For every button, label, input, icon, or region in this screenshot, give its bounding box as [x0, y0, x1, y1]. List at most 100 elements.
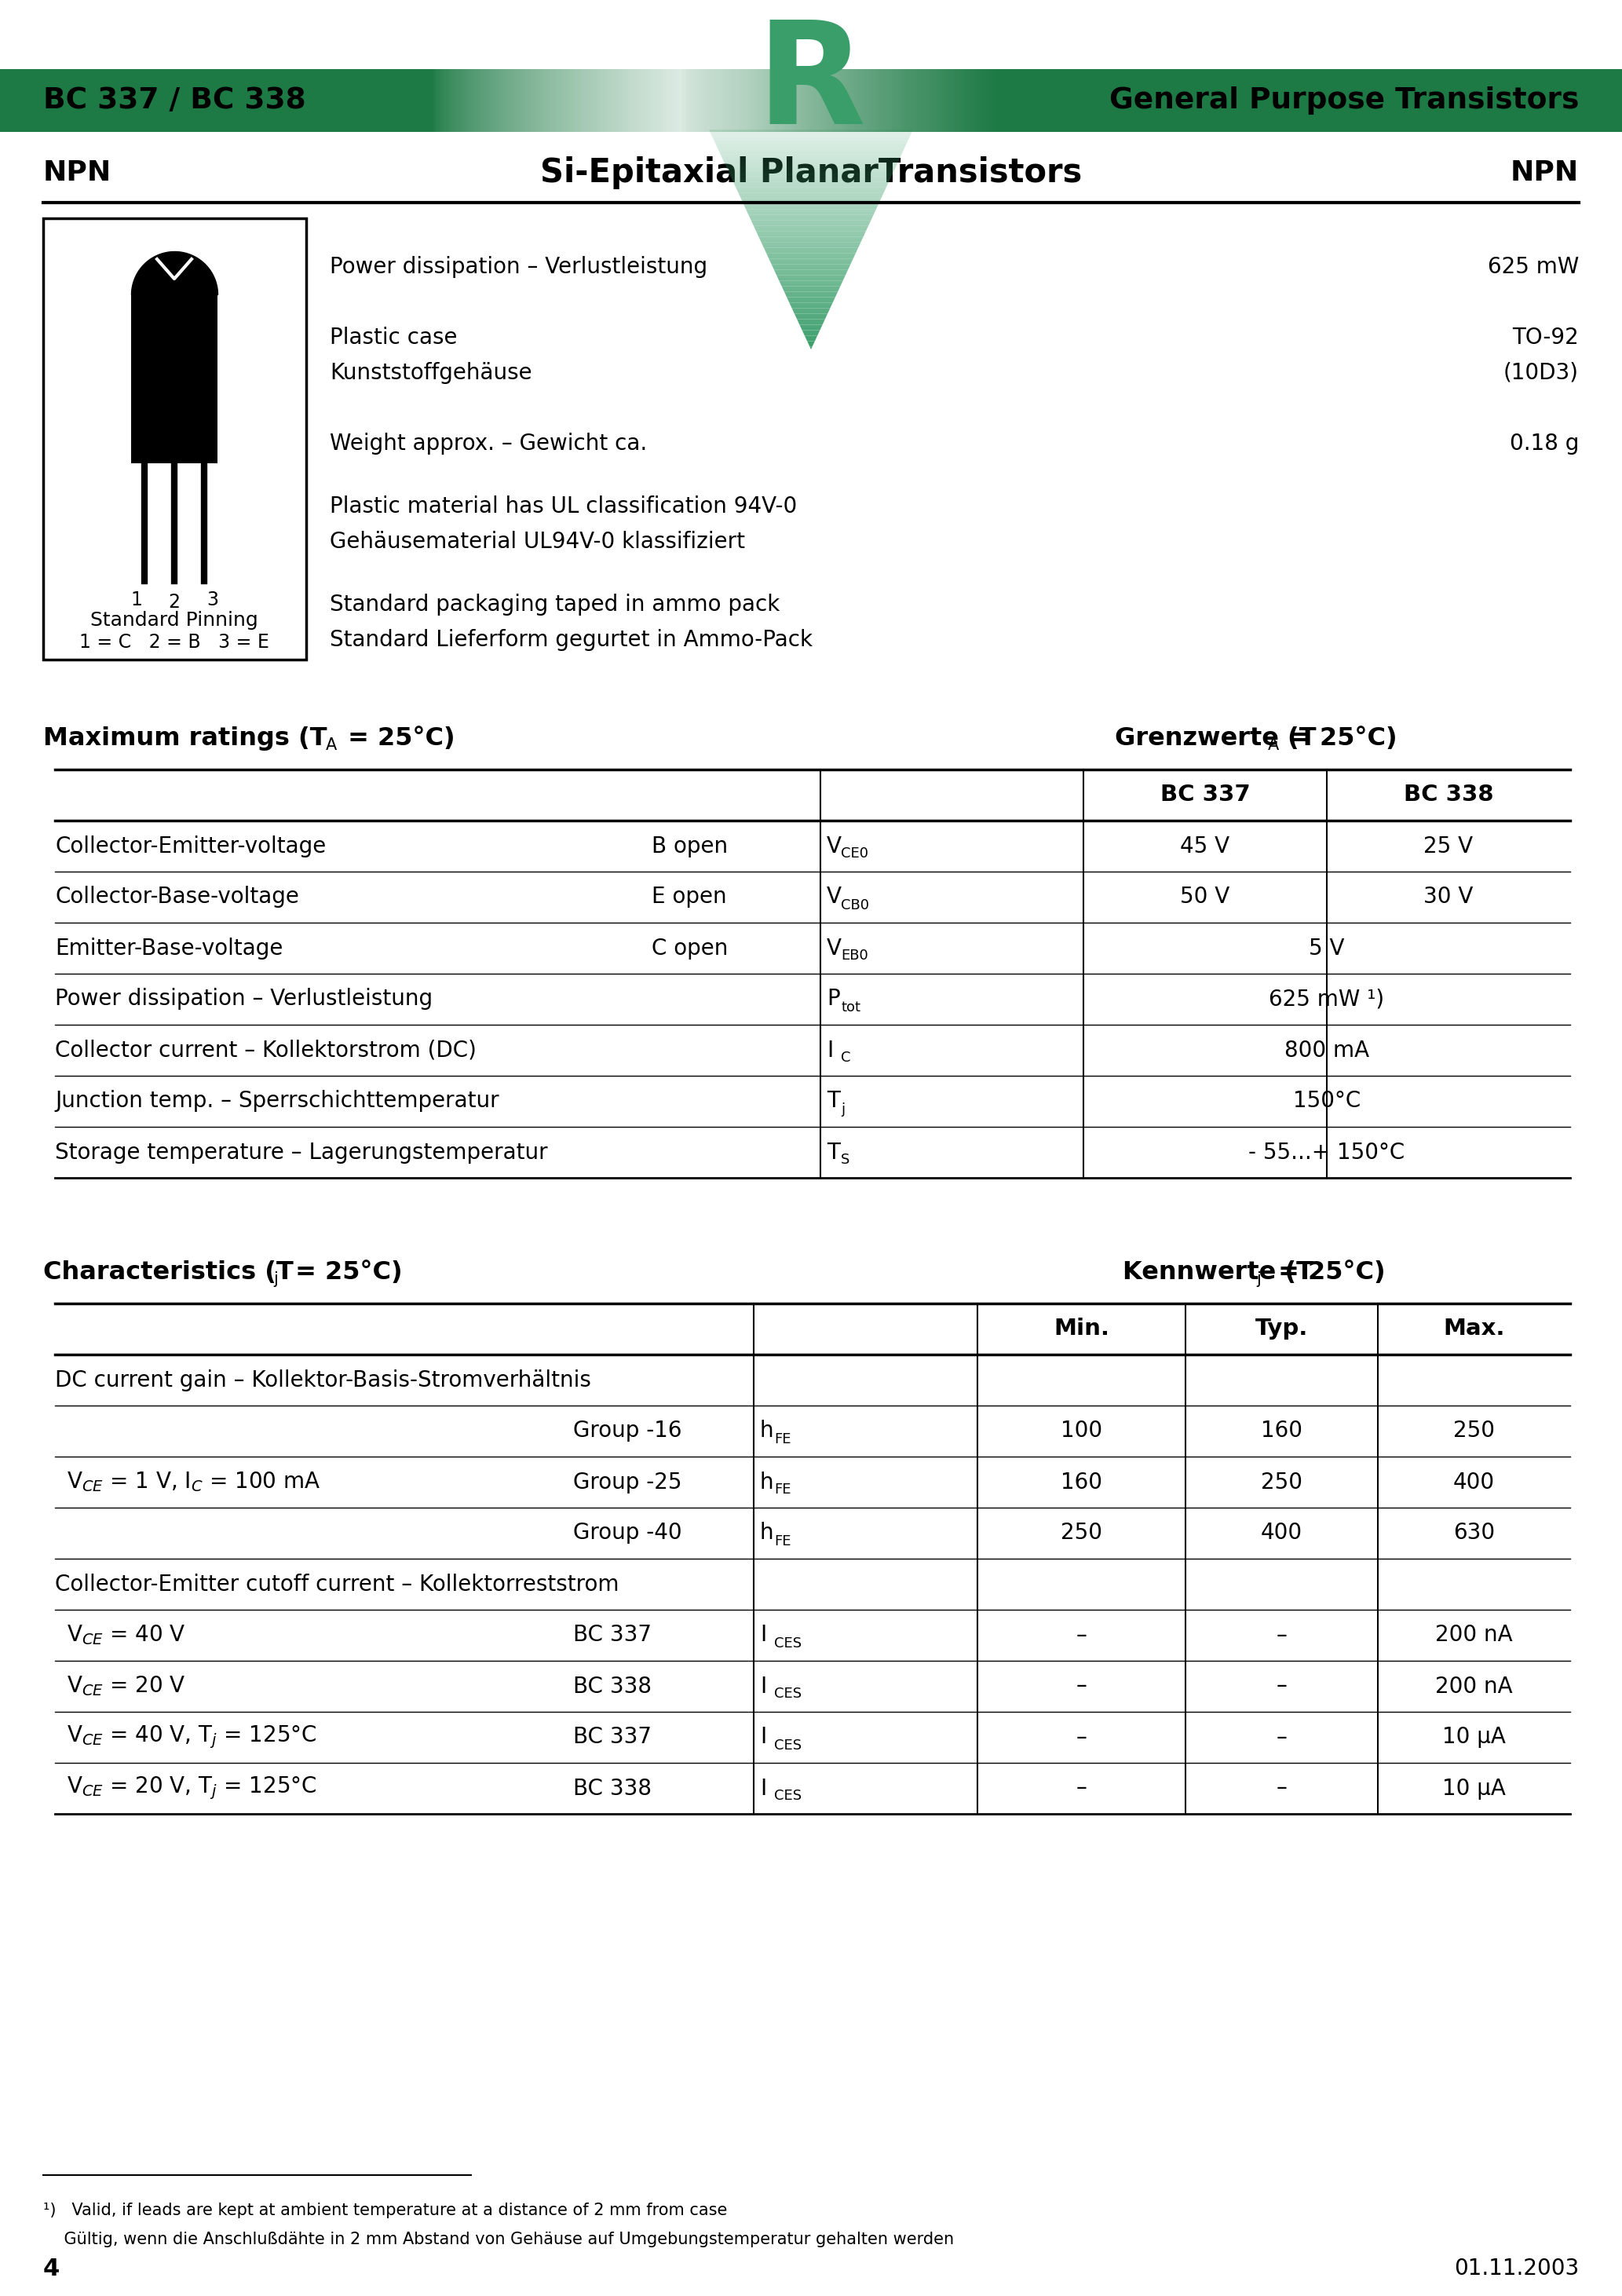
Text: V: V [827, 937, 842, 960]
Text: Standard Pinning: Standard Pinning [91, 611, 258, 629]
Text: R: R [756, 16, 866, 154]
Text: Weight approx. – Gewicht ca.: Weight approx. – Gewicht ca. [329, 432, 647, 455]
Polygon shape [722, 156, 900, 161]
Text: V: V [827, 886, 842, 909]
Polygon shape [769, 259, 853, 262]
Polygon shape [712, 138, 910, 140]
Polygon shape [751, 220, 871, 223]
Polygon shape [733, 181, 889, 184]
Polygon shape [779, 278, 843, 280]
Polygon shape [808, 344, 814, 347]
Text: NPN: NPN [1510, 158, 1578, 186]
Polygon shape [728, 170, 894, 174]
Polygon shape [748, 211, 874, 216]
Text: Characteristics (T: Characteristics (T [44, 1261, 294, 1283]
Text: 250: 250 [1061, 1522, 1103, 1545]
Text: 400: 400 [1453, 1472, 1495, 1492]
Text: FE: FE [774, 1483, 792, 1497]
Text: BC 337 / BC 338: BC 337 / BC 338 [44, 87, 307, 115]
Polygon shape [772, 266, 850, 269]
Polygon shape [806, 338, 816, 342]
Polygon shape [793, 310, 829, 315]
Text: EB0: EB0 [840, 948, 868, 962]
Text: Grenzwerte (T: Grenzwerte (T [1114, 726, 1315, 751]
Polygon shape [740, 195, 882, 197]
Polygon shape [775, 273, 847, 276]
Text: 200 nA: 200 nA [1435, 1676, 1513, 1697]
Text: Group -25: Group -25 [573, 1472, 681, 1492]
Polygon shape [780, 282, 842, 287]
Text: BC 337: BC 337 [573, 1727, 652, 1747]
Polygon shape [766, 250, 856, 253]
Text: V$_{CE}$ = 20 V: V$_{CE}$ = 20 V [67, 1674, 187, 1699]
Text: Si-Epitaxial PlanarTransistors: Si-Epitaxial PlanarTransistors [540, 156, 1082, 188]
Polygon shape [772, 264, 850, 266]
Bar [0, 69, 431, 131]
Text: Collector-Emitter cutoff current – Kollektorreststrom: Collector-Emitter cutoff current – Kolle… [55, 1573, 620, 1596]
Text: BC 337: BC 337 [573, 1623, 652, 1646]
Polygon shape [732, 179, 890, 181]
Text: –: – [1277, 1777, 1288, 1800]
Text: Maximum ratings (T: Maximum ratings (T [44, 726, 328, 751]
Text: V$_{CE}$ = 20 V, T$_j$ = 125°C: V$_{CE}$ = 20 V, T$_j$ = 125°C [67, 1775, 316, 1802]
Text: BC 338: BC 338 [1403, 783, 1494, 806]
Text: A: A [326, 737, 337, 753]
Text: h: h [761, 1522, 774, 1545]
Text: BC 338: BC 338 [573, 1676, 652, 1697]
Polygon shape [754, 230, 868, 232]
Text: 50 V: 50 V [1181, 886, 1229, 909]
Polygon shape [743, 204, 879, 207]
Text: –: – [1277, 1623, 1288, 1646]
Text: Max.: Max. [1444, 1318, 1505, 1341]
Polygon shape [715, 142, 907, 147]
Text: Junction temp. – Sperrschichttemperatur: Junction temp. – Sperrschichttemperatur [55, 1091, 500, 1111]
Polygon shape [756, 232, 866, 234]
Text: 1 = C   2 = B   3 = E: 1 = C 2 = B 3 = E [79, 634, 269, 652]
Polygon shape [725, 165, 897, 168]
Text: = 25°C): = 25°C) [339, 726, 456, 751]
Polygon shape [785, 294, 837, 296]
Text: CES: CES [774, 1688, 801, 1701]
Polygon shape [720, 154, 902, 156]
Polygon shape [796, 319, 826, 321]
Text: 4: 4 [44, 2257, 60, 2280]
Text: 150°C: 150°C [1293, 1091, 1361, 1111]
Polygon shape [725, 163, 897, 165]
Text: S: S [840, 1153, 850, 1166]
Text: Min.: Min. [1054, 1318, 1109, 1341]
Text: CES: CES [774, 1637, 801, 1651]
Text: 25 V: 25 V [1424, 836, 1473, 856]
Polygon shape [709, 129, 913, 133]
Text: 800 mA: 800 mA [1285, 1040, 1369, 1061]
Polygon shape [738, 193, 884, 195]
Text: –: – [1075, 1623, 1087, 1646]
Polygon shape [719, 149, 903, 152]
Text: I: I [761, 1623, 767, 1646]
Text: NPN: NPN [44, 158, 112, 186]
Text: h: h [761, 1421, 774, 1442]
Text: 0.18 g: 0.18 g [1510, 432, 1578, 455]
Text: Standard Lieferform gegurtet in Ammo-Pack: Standard Lieferform gegurtet in Ammo-Pac… [329, 629, 813, 652]
Polygon shape [788, 301, 834, 303]
Text: 250: 250 [1260, 1472, 1302, 1492]
Text: C open: C open [652, 937, 728, 960]
Text: CES: CES [774, 1789, 801, 1802]
Text: 250: 250 [1453, 1421, 1495, 1442]
Text: Kennwerte (T: Kennwerte (T [1122, 1261, 1314, 1283]
Text: 100: 100 [1061, 1421, 1103, 1442]
Polygon shape [730, 177, 892, 179]
Polygon shape [783, 292, 839, 294]
Polygon shape [757, 234, 865, 236]
Text: –: – [1277, 1676, 1288, 1697]
Bar [994, 69, 1622, 131]
Text: j: j [1255, 1272, 1260, 1288]
Polygon shape [727, 168, 895, 170]
Text: –: – [1075, 1777, 1087, 1800]
Text: V: V [827, 836, 842, 856]
Polygon shape [753, 223, 869, 225]
Text: Plastic material has UL classification 94V-0: Plastic material has UL classification 9… [329, 496, 796, 517]
Text: T: T [827, 1141, 840, 1164]
Polygon shape [787, 296, 835, 301]
Polygon shape [767, 255, 855, 259]
Text: (10D3): (10D3) [1504, 363, 1578, 383]
